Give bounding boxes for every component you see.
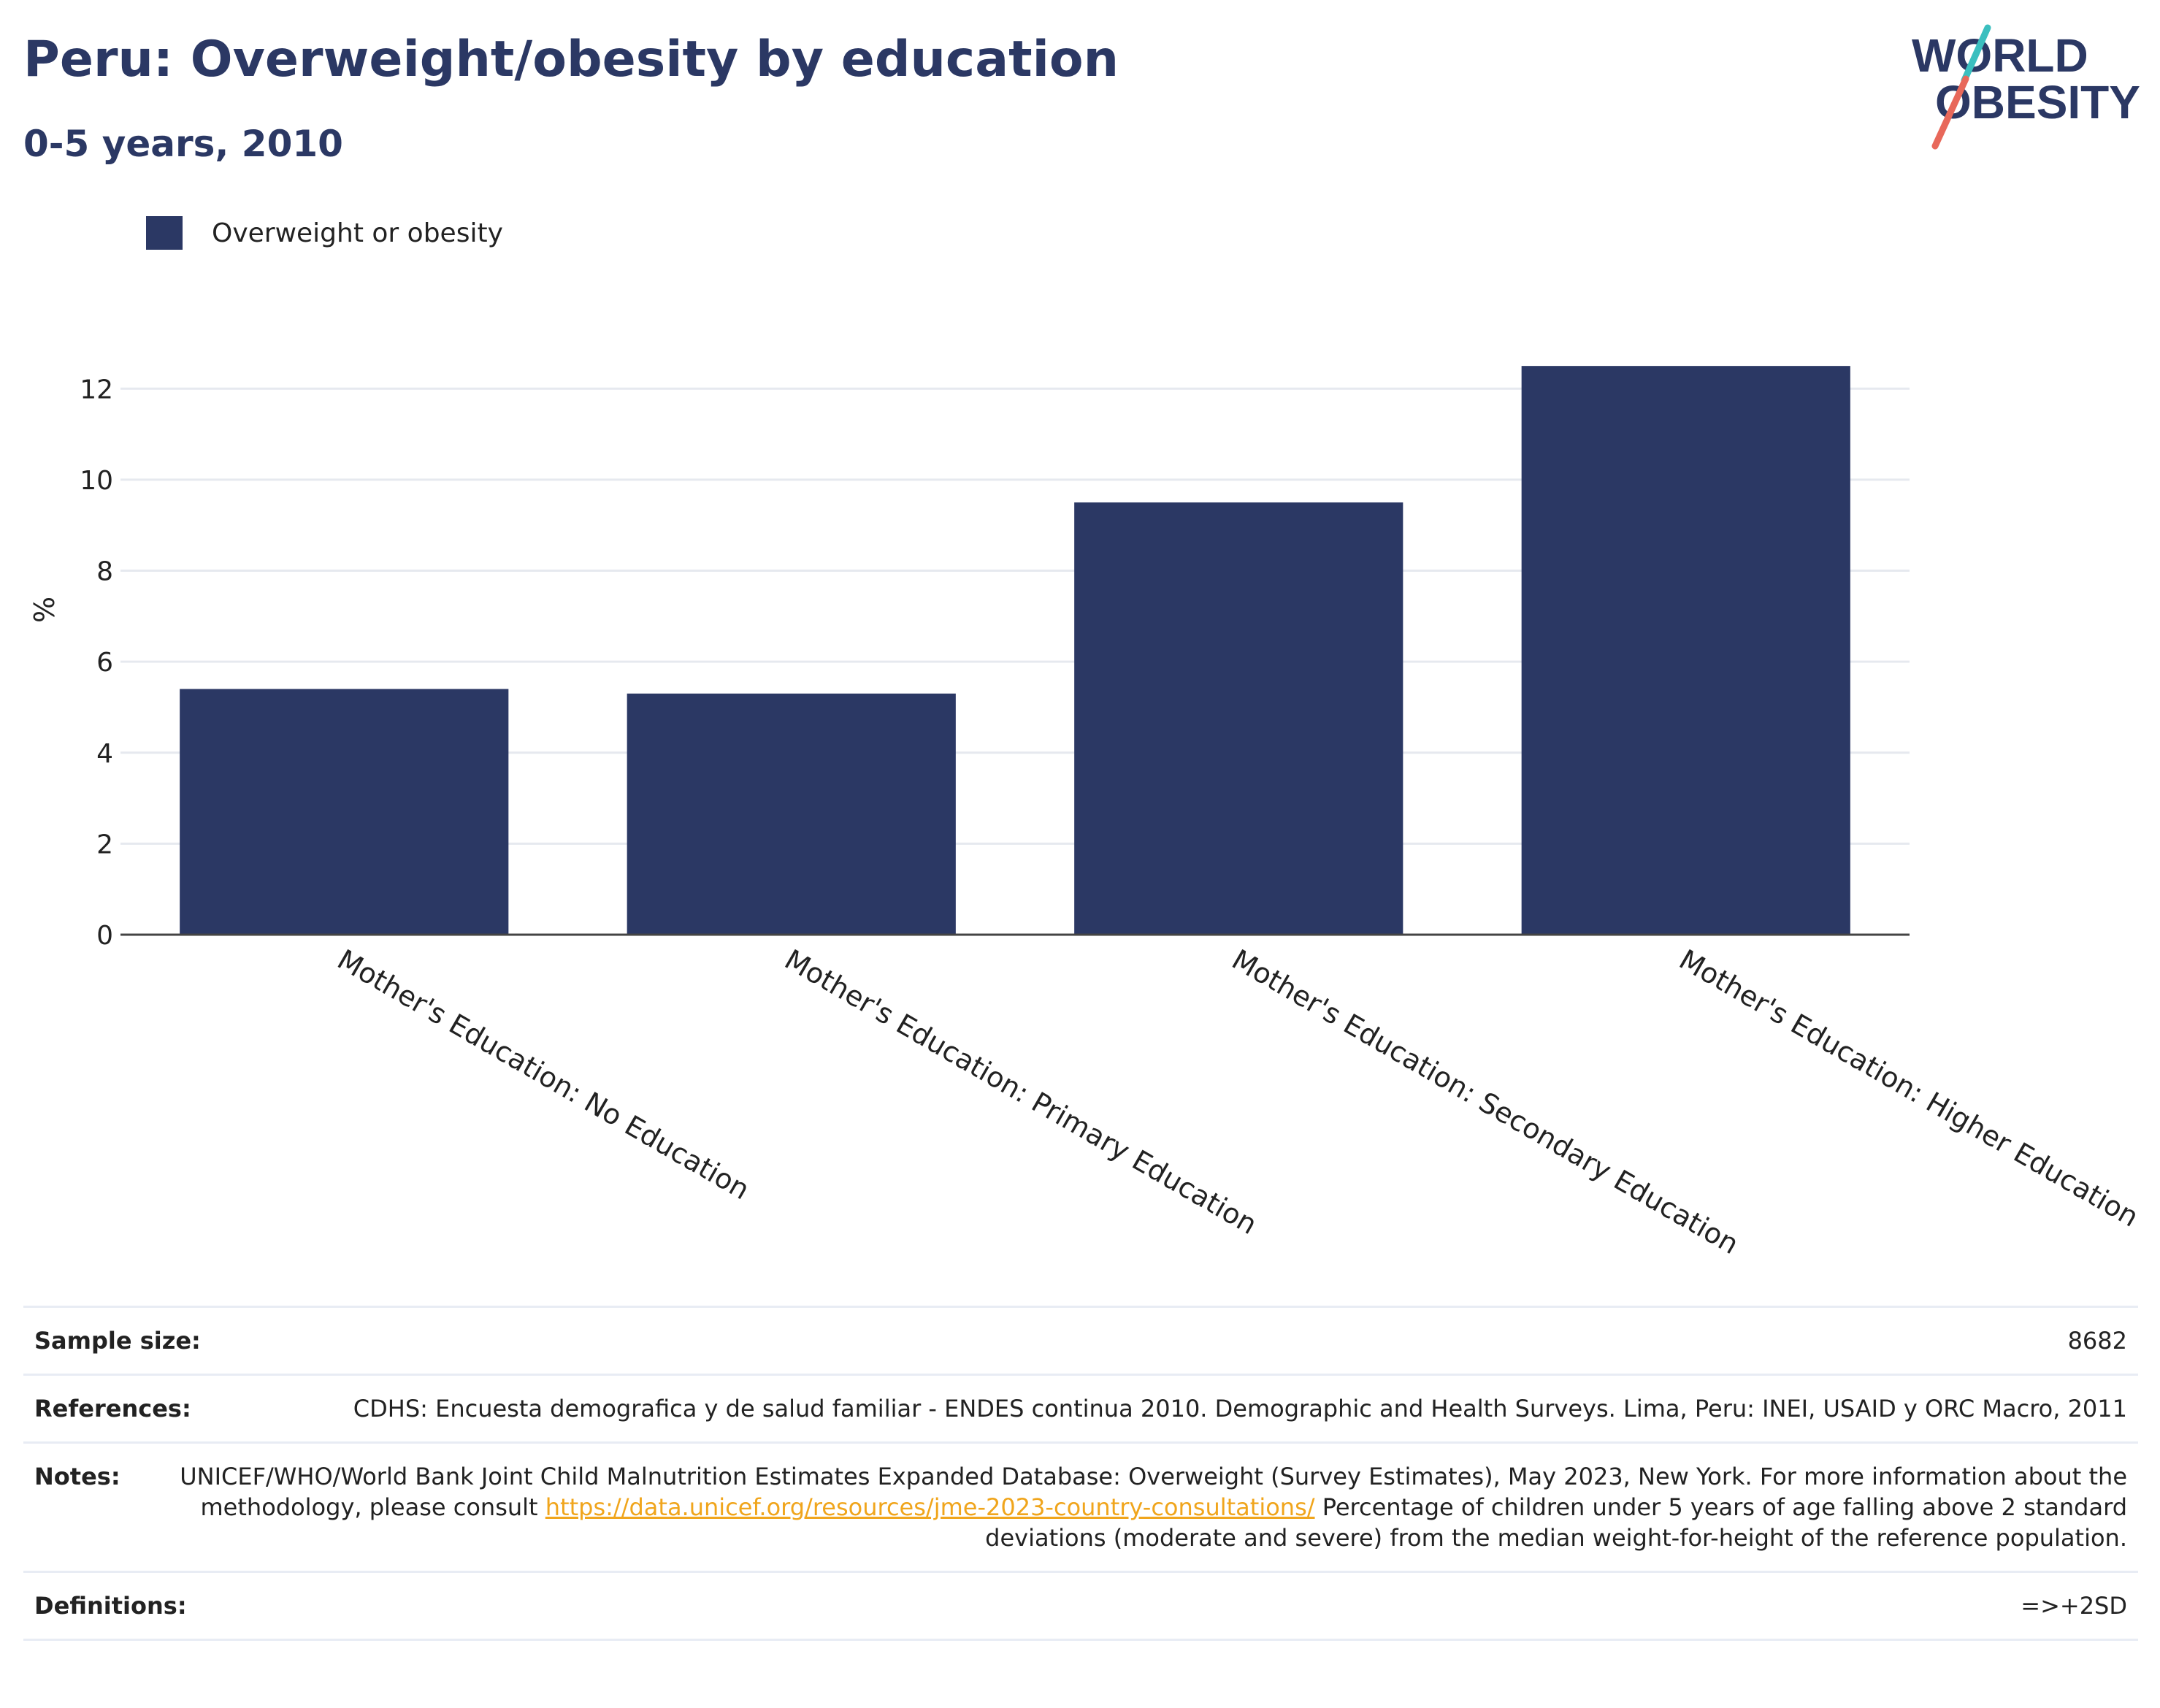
notes-value: UNICEF/WHO/World Bank Joint Child Malnut… (164, 1461, 2127, 1553)
y-tick-label: 0 (96, 921, 113, 951)
chart-legend: Overweight or obesity (146, 216, 503, 250)
y-axis-label: % (28, 597, 61, 623)
notes-link[interactable]: https://data.unicef.org/resources/jme-20… (545, 1493, 1315, 1521)
logo-slash-teal (1961, 24, 1991, 84)
y-tick-label: 8 (96, 557, 113, 587)
notes-row: Notes: UNICEF/WHO/World Bank Joint Child… (23, 1444, 2138, 1573)
y-tick-label: 2 (96, 830, 113, 859)
definitions-label: Definitions: (34, 1592, 187, 1620)
page-subtitle: 0-5 years, 2010 (23, 123, 343, 165)
y-tick-label: 12 (80, 375, 113, 405)
legend-label: Overweight or obesity (212, 218, 503, 248)
definitions-value: =>+2SD (2021, 1592, 2127, 1620)
bar (627, 693, 956, 935)
references-value: CDHS: Encuesta demografica y de salud fa… (353, 1395, 2127, 1422)
logo-line-2: OBESITY (1935, 76, 2140, 129)
references-label: References: (34, 1395, 191, 1422)
references-row: References: CDHS: Encuesta demografica y… (23, 1376, 2138, 1444)
notes-label: Notes: (34, 1463, 120, 1490)
definitions-row: Definitions: =>+2SD (23, 1573, 2138, 1641)
sample-size-row: Sample size: 8682 (23, 1308, 2138, 1376)
legend-swatch (146, 216, 183, 250)
bar (1074, 502, 1403, 935)
bar-chart: 0 2 4 6 8 10 12% Mother's Education: No Educati… (28, 366, 2144, 1261)
y-tick-label: 10 (80, 466, 113, 496)
world-obesity-logo: WORLD OBESITY (1912, 24, 2140, 150)
notes-text-2: Percentage of children under 5 years of … (985, 1493, 2127, 1552)
notes-text-1: UNICEF/WHO/World Bank Joint Child Malnut… (180, 1463, 2127, 1521)
x-tick-label: Mother's Education: Primary Education (779, 943, 1263, 1241)
x-tick-label: Mother's Education: No Education (332, 943, 755, 1206)
logo-slash-coral (1931, 75, 1969, 150)
x-tick-label: Mother's Education: Higher Education (1674, 943, 2144, 1233)
logo-line-1: WORLD (1912, 29, 2088, 82)
x-tick-label: Mother's Education: Secondary Education (1227, 943, 1745, 1261)
bar (180, 689, 509, 935)
bar (1521, 366, 1850, 935)
sample-size-label: Sample size: (34, 1327, 201, 1355)
y-tick-label: 6 (96, 648, 113, 678)
sample-size-value: 8682 (2067, 1327, 2127, 1355)
y-tick-label: 4 (96, 739, 113, 769)
page-title: Peru: Overweight/obesity by education (23, 31, 1119, 88)
info-table: Sample size: 8682 References: CDHS: Encu… (23, 1306, 2138, 1641)
